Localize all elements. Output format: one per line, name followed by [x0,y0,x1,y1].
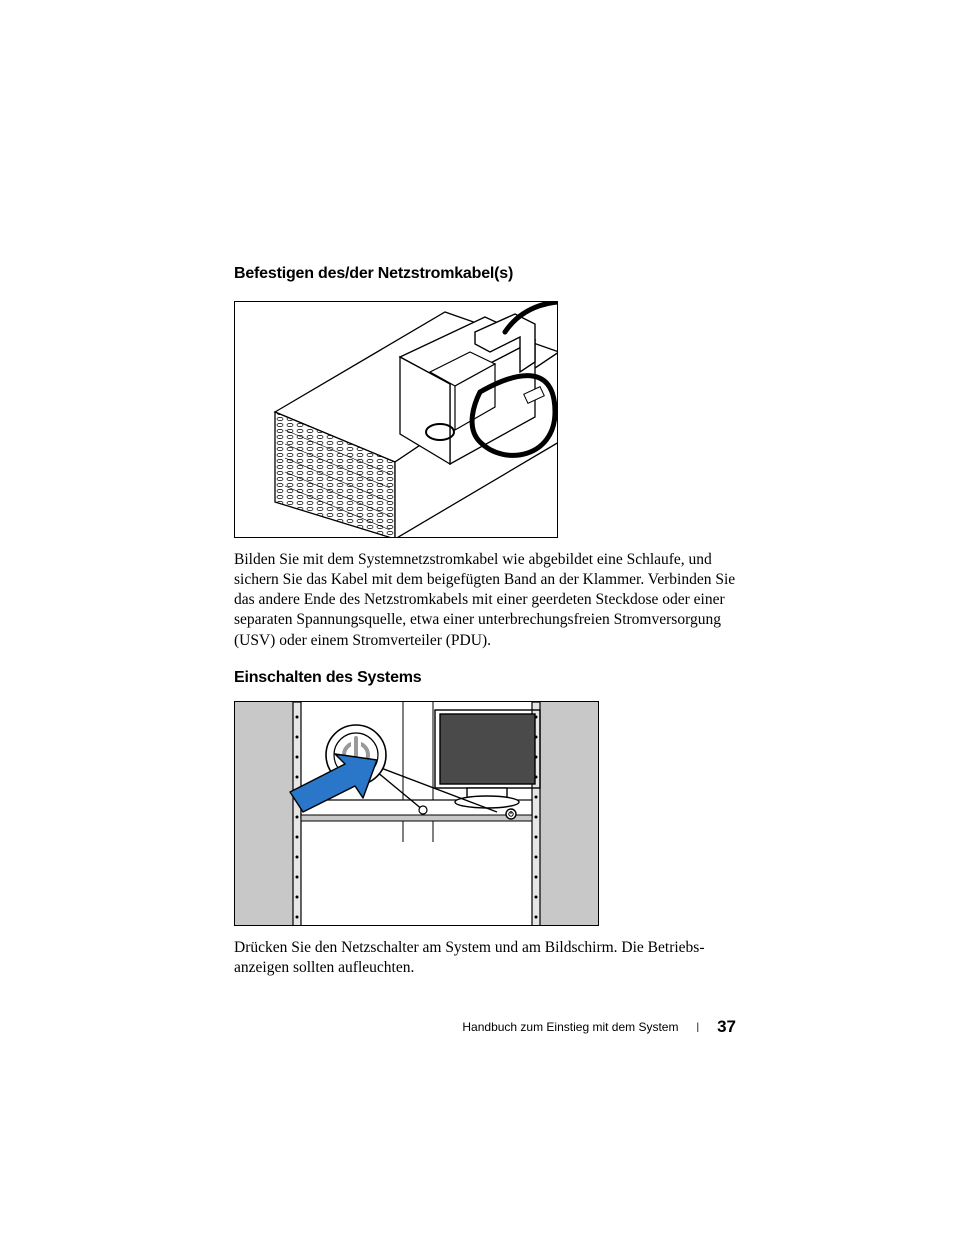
manual-page: Befestigen des/der Netzstromkabel(s) [0,0,954,1235]
section-heading-power-on: Einschalten des Systems [234,669,736,687]
section-body-securing-cable: Bilden Sie mit dem Systemnetzstromkabel … [234,550,736,651]
section-body-power-on: Drücken Sie den Netzschalter am System u… [234,938,736,978]
figure-power-cable [234,301,558,538]
footer-label: Handbuch zum Einstieg mit dem System [462,1020,678,1034]
section-heading-securing-cable: Befestigen des/der Netzstromkabel(s) [234,265,736,283]
power-on-illustration [235,702,599,926]
power-cable-illustration [235,302,558,538]
page-number: 37 [717,1017,736,1037]
page-footer: Handbuch zum Einstieg mit dem System | 3… [462,1017,736,1037]
figure-power-on [234,701,599,926]
footer-separator: | [696,1022,699,1033]
